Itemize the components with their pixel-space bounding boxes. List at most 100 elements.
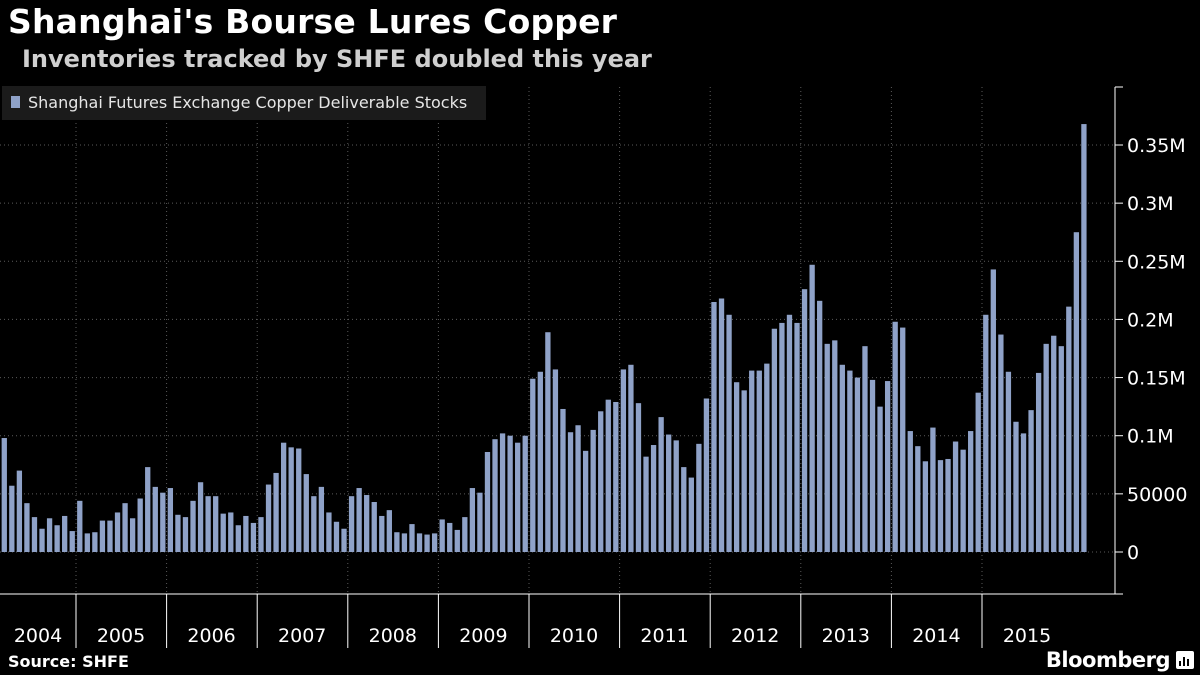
x-tick-label: 2009 (459, 625, 507, 647)
bar (839, 364, 845, 552)
bar (84, 533, 90, 552)
bar (462, 517, 468, 552)
bar (786, 314, 793, 552)
bar (77, 500, 83, 552)
bar (673, 440, 679, 552)
bar (1073, 232, 1080, 552)
bar (643, 456, 649, 552)
source-note: Source: SHFE (8, 652, 129, 671)
bar (771, 328, 778, 552)
bar (31, 517, 38, 552)
bar (160, 492, 166, 552)
bar (726, 314, 732, 552)
bar (522, 435, 528, 552)
bar (341, 528, 347, 552)
bar (137, 498, 143, 552)
bar (862, 346, 868, 552)
bar (182, 517, 189, 552)
bar (1013, 421, 1019, 552)
bar (567, 432, 574, 552)
bar (922, 461, 929, 552)
bar (356, 488, 362, 552)
bar (265, 484, 272, 552)
bar (884, 381, 891, 552)
bar (756, 370, 762, 552)
x-tick-label: 2005 (97, 625, 145, 647)
bar (69, 531, 75, 552)
bar (869, 379, 876, 552)
legend: Shanghai Futures Exchange Copper Deliver… (2, 86, 486, 120)
bar (952, 441, 959, 552)
x-tick-label: 2006 (187, 625, 235, 647)
bar (892, 321, 898, 552)
bar (635, 403, 642, 552)
bar (107, 520, 113, 552)
bar (1005, 371, 1012, 552)
bar (258, 517, 264, 552)
bar (590, 429, 596, 552)
bar (900, 327, 906, 552)
bar (666, 434, 672, 552)
bar (62, 515, 68, 552)
bar (1020, 433, 1027, 552)
bar (605, 399, 611, 552)
bar (333, 521, 340, 552)
bar (371, 502, 377, 552)
bar (220, 513, 226, 552)
bar (477, 492, 483, 552)
bar (122, 503, 128, 552)
bar (545, 332, 551, 552)
bar (394, 532, 400, 552)
chart-subtitle: Inventories tracked by SHFE doubled this… (22, 45, 652, 73)
bar (718, 298, 725, 552)
bar (681, 467, 687, 552)
bar (16, 470, 23, 552)
bar (628, 364, 634, 552)
bar (530, 378, 536, 552)
bar (613, 401, 619, 552)
bar (552, 369, 559, 552)
bar (854, 377, 861, 552)
bar (983, 314, 989, 552)
x-tick-label: 2012 (731, 625, 779, 647)
bar (318, 486, 325, 552)
bar (794, 322, 800, 552)
x-tick-label: 2011 (640, 625, 688, 647)
bar (741, 390, 747, 552)
bar (620, 369, 627, 552)
bar (937, 460, 944, 552)
grid-lines (0, 87, 1115, 594)
axes: 0 50000 0.1M 0.15M 0.2M 0.25M 0.3M 0.35M 2004 200… (0, 86, 1187, 648)
y-tick-label: 50000 (1127, 484, 1187, 506)
bar (280, 442, 287, 552)
bar (817, 300, 823, 552)
bar (431, 533, 438, 552)
bar (243, 515, 249, 552)
bar (537, 371, 543, 552)
bar (409, 524, 415, 552)
bar (575, 425, 581, 552)
bar (416, 533, 423, 552)
y-tick-label: 0.25M (1127, 251, 1186, 273)
bar (213, 496, 219, 552)
bar (945, 458, 951, 552)
bar (809, 264, 815, 552)
bar (92, 532, 98, 552)
bar (288, 447, 294, 552)
x-tick-label: 2013 (822, 625, 870, 647)
bar (998, 334, 1004, 552)
x-tick-label: 2007 (278, 625, 326, 647)
bar (152, 486, 158, 552)
bar (492, 439, 498, 552)
bar (386, 510, 392, 552)
bar (915, 446, 921, 552)
bar (582, 450, 589, 552)
bar (688, 477, 694, 552)
bar (296, 448, 302, 552)
bar (703, 398, 710, 552)
bar (447, 522, 453, 552)
bar (650, 445, 657, 552)
bar (499, 433, 506, 552)
x-tick-label: 2015 (1003, 625, 1051, 647)
